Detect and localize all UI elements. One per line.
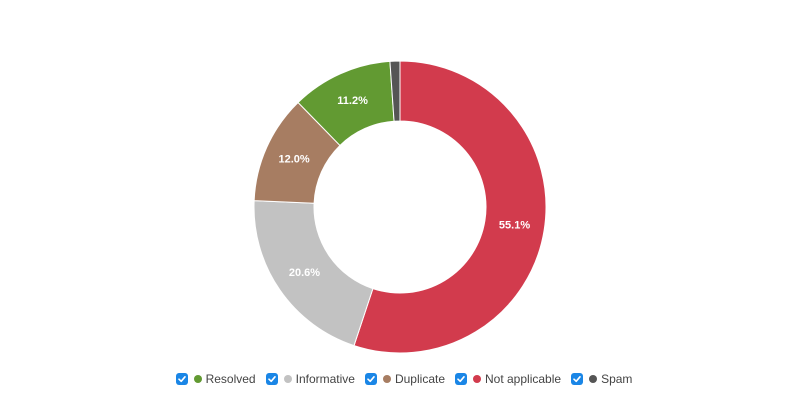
legend-swatch-icon <box>589 375 598 383</box>
slices-group <box>253 60 547 354</box>
checkbox-checked-icon[interactable] <box>364 373 377 385</box>
data-label-duplicate: 12.0% <box>279 154 310 166</box>
legend-label: Duplicate <box>394 372 445 386</box>
legend-label: Resolved <box>205 372 256 386</box>
legend-swatch-icon <box>382 375 391 383</box>
slice-not-applicable[interactable] <box>353 60 547 354</box>
legend-item-spam[interactable]: Spam <box>571 372 632 386</box>
legend-item-informative[interactable]: Informative <box>265 372 355 386</box>
checkbox-checked-icon[interactable] <box>571 373 584 385</box>
data-label-informative: 20.6% <box>289 267 320 279</box>
chart-legend: Resolved Informative Duplicate Not appli… <box>0 372 808 386</box>
legend-label: Informative <box>295 372 355 386</box>
checkbox-checked-icon[interactable] <box>455 373 467 385</box>
slice-labels-group: 55.1% 20.6% 12.0% 11.2% <box>279 95 531 279</box>
legend-item-resolved[interactable]: Resolved <box>175 372 256 386</box>
legend-swatch-icon <box>283 375 292 383</box>
checkbox-checked-icon[interactable] <box>175 373 188 385</box>
data-label-not-applicable: 55.1% <box>499 220 530 232</box>
legend-item-duplicate[interactable]: Duplicate <box>364 372 445 386</box>
legend-swatch-icon <box>193 375 202 383</box>
slice-spam[interactable] <box>389 60 401 122</box>
legend-swatch-icon <box>473 375 481 383</box>
donut-chart: 55.1% 20.6% 12.0% 11.2% <box>253 60 547 354</box>
legend-item-not-applicable[interactable]: Not applicable <box>455 372 561 386</box>
legend-label: Not applicable <box>485 372 562 386</box>
checkbox-checked-icon[interactable] <box>265 373 278 385</box>
data-label-resolved: 11.2% <box>337 95 368 107</box>
legend-label: Spam <box>601 372 633 386</box>
